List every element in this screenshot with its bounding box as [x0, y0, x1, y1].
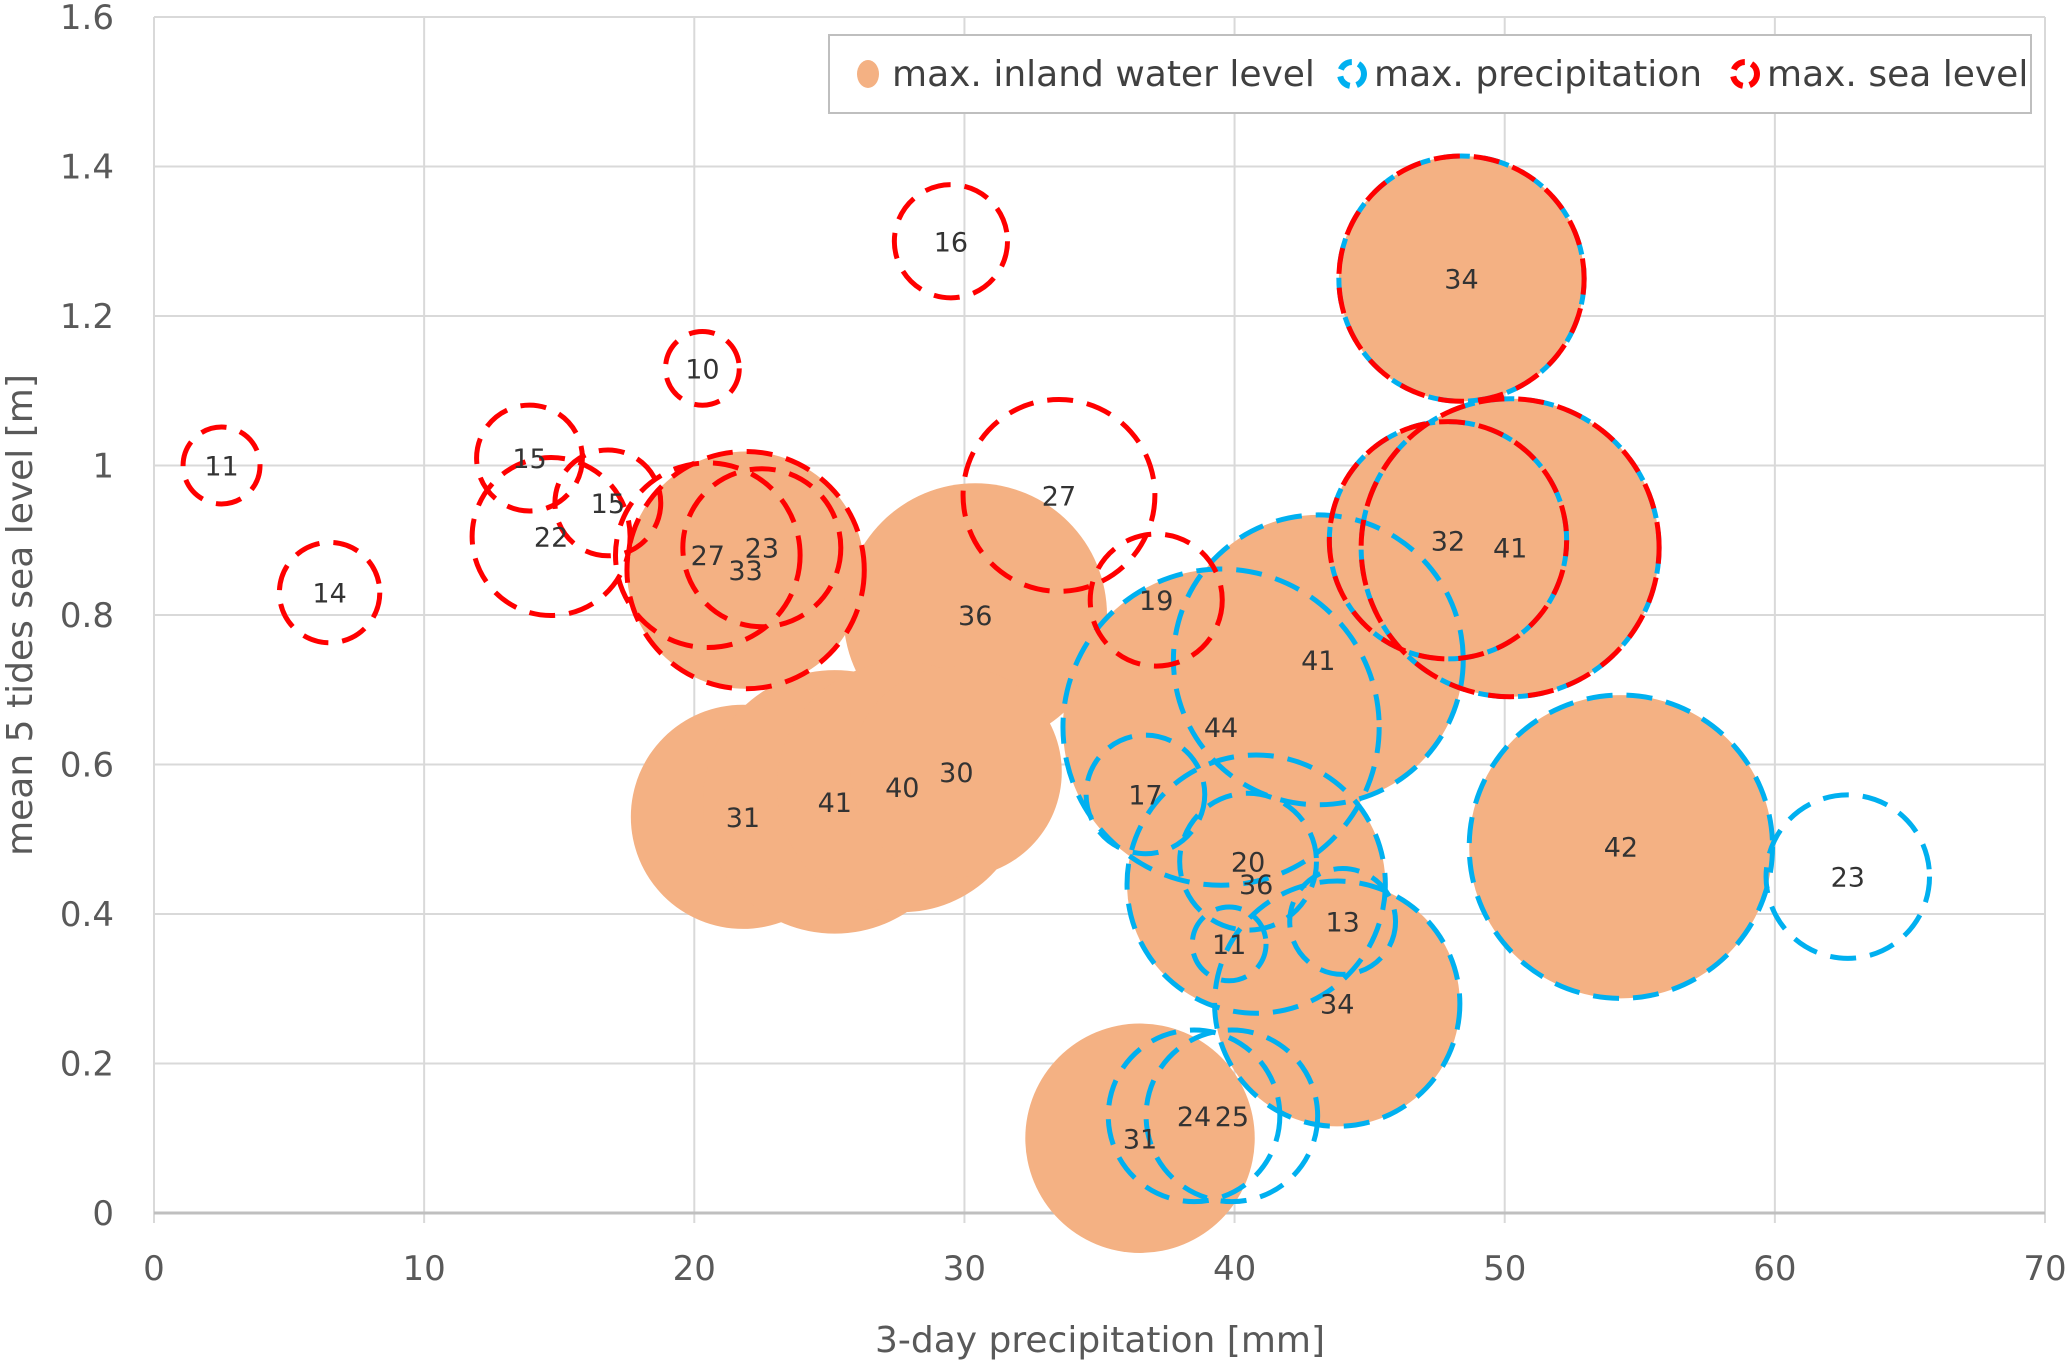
y-tick-label: 0.4: [60, 895, 114, 935]
plot-area: [180, 153, 1933, 1253]
bubble-precip: [1287, 866, 1399, 977]
y-tick-label: 0: [92, 1194, 114, 1234]
bubble-label: 23: [745, 534, 779, 565]
bubble-sea: [960, 396, 1158, 594]
bubble-label: 30: [939, 758, 973, 789]
bubble-label: 41: [1493, 534, 1527, 565]
y-tick-label: 0.8: [60, 596, 114, 636]
bubble-label: 14: [312, 579, 346, 610]
bubble-label: 11: [204, 452, 238, 483]
bubble-label: 44: [1204, 713, 1238, 744]
y-tick-label: 1.4: [60, 148, 114, 188]
x-tick-label: 40: [1213, 1249, 1256, 1289]
x-tick-label: 70: [2023, 1249, 2066, 1289]
x-tick-label: 10: [403, 1249, 446, 1289]
bubble-label: 40: [885, 773, 919, 804]
bubble-label: 16: [934, 227, 968, 258]
bubble-label: 11: [1212, 930, 1246, 961]
bubble-label: 31: [1123, 1124, 1157, 1155]
bubble-inland: [850, 666, 1062, 878]
bubble-precip: [1763, 792, 1933, 961]
bubble-inland: [1469, 695, 1773, 999]
bubble-label: 20: [1231, 848, 1265, 879]
y-tick-label: 1.2: [60, 297, 114, 337]
x-tick-label: 60: [1753, 1249, 1796, 1289]
bubble-sea: [612, 460, 803, 651]
bubble-label: 23: [1831, 863, 1865, 894]
bubble-label: 15: [512, 444, 546, 475]
bubble-label: 17: [1128, 780, 1162, 811]
legend-label-precip: max. precipitation: [1374, 54, 1702, 95]
bubble-precip: [1189, 904, 1269, 984]
legend-marker-inland: [857, 60, 879, 88]
x-tick-label: 20: [673, 1249, 716, 1289]
bubble-label: 36: [1239, 870, 1273, 901]
bubble-sea: [663, 328, 742, 408]
legend-label-inland: max. inland water level: [892, 54, 1315, 95]
y-tick-label: 1: [92, 447, 114, 487]
bubble-label: 15: [591, 489, 625, 520]
bubble-label: 33: [728, 556, 762, 587]
x-tick-label: 30: [943, 1249, 986, 1289]
bubble-precip: [1124, 752, 1388, 1016]
bubble-sea: [276, 539, 383, 646]
legend-box: [828, 34, 2032, 114]
bubble-label: 25: [1215, 1102, 1249, 1133]
x-tick-label: 0: [143, 1249, 165, 1289]
bubble-label: 19: [1139, 586, 1173, 617]
x-tick-label: 50: [1483, 1249, 1526, 1289]
bubble-precip: [1177, 790, 1319, 933]
y-tick-label: 0.6: [60, 746, 114, 786]
bubble-label: 31: [726, 803, 760, 834]
y-axis-title: mean 5 tides sea level [m]: [0, 374, 41, 856]
bubble-label: 22: [534, 523, 568, 554]
bubble-label: 42: [1604, 833, 1638, 864]
bubble-precip: [1105, 1027, 1283, 1205]
bubble-sea: [680, 466, 844, 630]
bubble-label: 27: [691, 541, 725, 572]
bubble-sea: [1336, 153, 1587, 404]
legend-label-sea: max. sea level: [1767, 54, 2028, 95]
bubble-sea: [1358, 396, 1662, 700]
bubble-precip: [1212, 878, 1463, 1129]
axis-ticks: 0 10 20 30 40 50 60 70 0 0.2 0.4 0.6 0.8 1 1.2 1.4 1.6: [60, 0, 2067, 1289]
legend-marker-precip: [1337, 59, 1367, 89]
bubble-sea: [1326, 419, 1570, 662]
bubble-sea: [891, 182, 1010, 301]
bubble-label: 41: [818, 788, 852, 819]
x-axis-title: 3-day precipitation [mm]: [875, 1320, 1325, 1360]
legend-marker-sea: [1730, 59, 1760, 89]
y-tick-label: 0.2: [60, 1045, 114, 1085]
bubble-precip: [1060, 566, 1382, 888]
bubble-label: 34: [1320, 990, 1354, 1021]
bubble-label: 10: [685, 354, 719, 385]
bubble-label: 13: [1325, 907, 1359, 938]
bubble-sea: [624, 448, 867, 692]
bubble-label: 27: [1042, 481, 1076, 512]
bubble-label: 24: [1177, 1102, 1211, 1133]
bubble-inland: [1214, 881, 1460, 1127]
bubble-label: 34: [1444, 265, 1478, 296]
bubble-inland: [626, 451, 865, 689]
bubble-precip: [1143, 1027, 1321, 1205]
y-tick-label: 1.6: [60, 0, 114, 38]
bubble-inland: [1338, 155, 1585, 402]
bubble-sea: [552, 447, 664, 559]
bubble-inland: [1173, 514, 1464, 805]
bubble-precip: [1083, 732, 1208, 857]
bubble-label: 36: [958, 601, 992, 632]
legend: max. inland water level max. precipitati…: [828, 34, 2032, 114]
bubble-sea: [180, 424, 263, 507]
bubble-label: 41: [1301, 646, 1335, 677]
bubble-label: 32: [1431, 526, 1465, 557]
bubble-sea: [1087, 531, 1225, 669]
